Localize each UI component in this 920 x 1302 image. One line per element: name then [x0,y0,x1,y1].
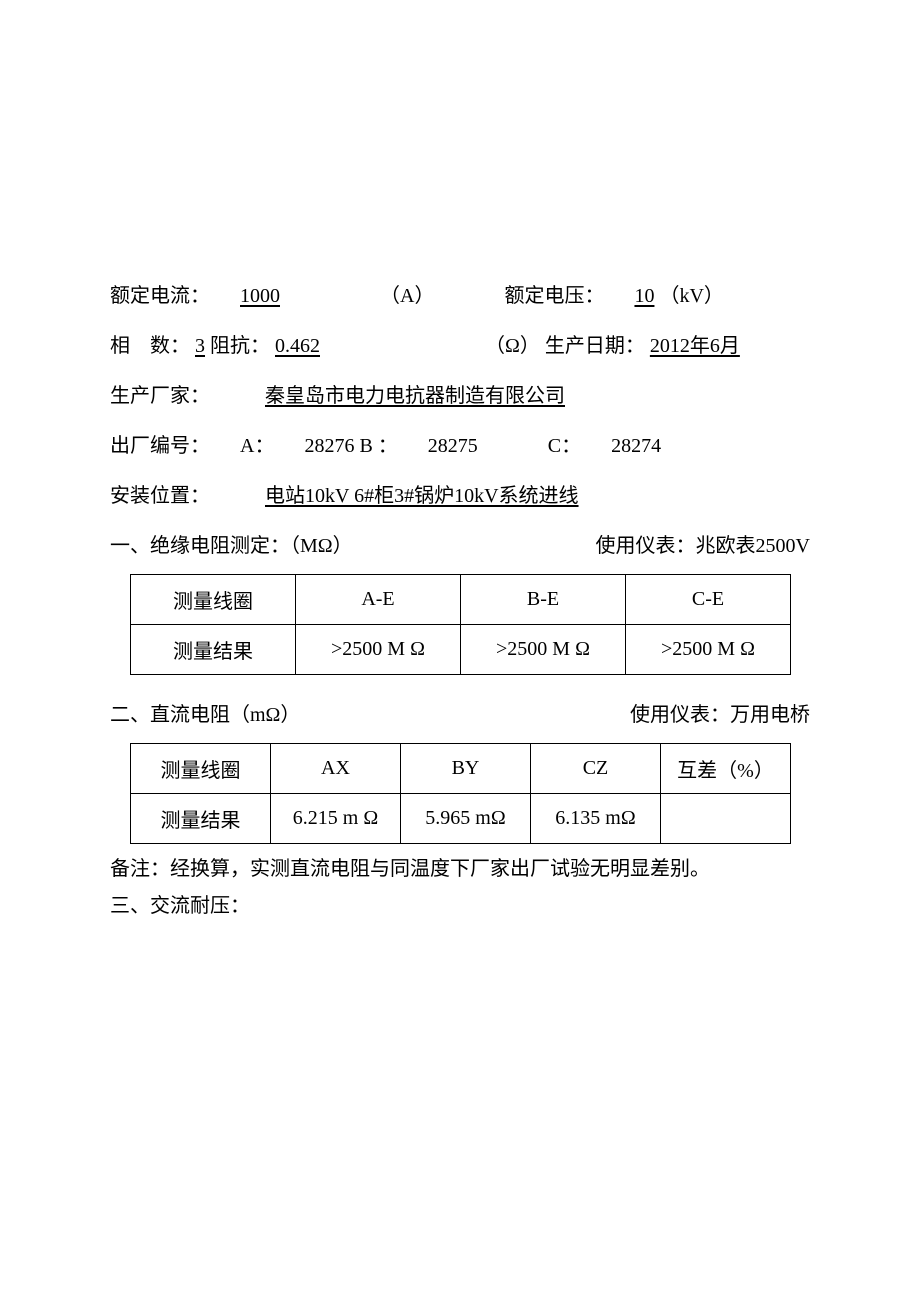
table-cell: 6.135 mΩ [531,794,661,844]
serial-line: 出厂编号： A： 28276 B ： 28275 C： 28274 [110,430,810,462]
section1-header: 一、绝缘电阻测定：（MΩ） 使用仪表：兆欧表2500V [110,530,810,562]
production-date-value: 2012年6月 [650,335,740,357]
serial-a-label: A： [240,435,274,457]
table-cell: >2500 M Ω [296,625,461,675]
table-header: A-E [296,575,461,625]
table-header: BY [401,744,531,794]
rated-current-value: 1000 [240,285,280,307]
manufacturer-line: 生产厂家： 秦皇岛市电力电抗器制造有限公司 [110,380,810,412]
rated-current-label: 额定电流： [110,285,210,307]
table-header: CZ [531,744,661,794]
table-row: 测量线圈 A-E B-E C-E [131,575,791,625]
table-cell: 测量结果 [131,794,271,844]
manufacturer-value: 秦皇岛市电力电抗器制造有限公司 [265,385,565,407]
serial-b-value: 28275 [428,435,478,457]
manufacturer-label: 生产厂家： [110,385,210,407]
phase-impedance-line: 相 数： 3 阻抗： 0.462 （Ω） 生产日期： 2012年6月 [110,330,810,362]
section2-instrument: 使用仪表：万用电桥 [630,699,810,731]
table-row: 测量结果 6.215 m Ω 5.965 mΩ 6.135 mΩ [131,794,791,844]
rated-voltage-label: 额定电压： [504,285,604,307]
install-line: 安装位置： 电站10kV 6#柜3#锅炉10kV系统进线 [110,480,810,512]
table-header: C-E [626,575,791,625]
section3-title: 三、交流耐压： [110,890,810,922]
section1-instrument: 使用仪表：兆欧表2500V [596,530,810,562]
serial-c-label: C： [548,435,581,457]
section1-title: 一、绝缘电阻测定：（MΩ） [110,530,353,562]
install-value: 电站10kV 6#柜3#锅炉10kV系统进线 [265,485,579,507]
rated-voltage-unit: （kV） [659,285,723,307]
table-cell: 6.215 m Ω [271,794,401,844]
serial-a-value: 28276 [304,435,354,457]
install-label: 安装位置： [110,485,210,507]
table-cell: 测量结果 [131,625,296,675]
section2-header: 二、直流电阻（mΩ） 使用仪表：万用电桥 [110,699,810,731]
section2-title: 二、直流电阻（mΩ） [110,699,300,731]
table-row: 测量结果 >2500 M Ω >2500 M Ω >2500 M Ω [131,625,791,675]
table-row: 测量线圈 AX BY CZ 互差（%） [131,744,791,794]
rated-current-voltage-line: 额定电流： 1000 （A） 额定电压： 10 （kV） [110,280,810,312]
impedance-label: 阻抗： [210,335,270,357]
phase-value: 3 [195,335,205,357]
dc-resistance-table: 测量线圈 AX BY CZ 互差（%） 测量结果 6.215 m Ω 5.965… [130,743,791,844]
table-header: 互差（%） [661,744,791,794]
impedance-value: 0.462 [275,335,320,357]
table-header: AX [271,744,401,794]
table-header: B-E [461,575,626,625]
impedance-unit: （Ω） [485,335,540,357]
table-cell: >2500 M Ω [626,625,791,675]
table-cell: >2500 M Ω [461,625,626,675]
serial-c-value: 28274 [611,435,661,457]
table-cell [661,794,791,844]
table-header: 测量线圈 [131,575,296,625]
section2-note: 备注：经换算，实测直流电阻与同温度下厂家出厂试验无明显差别。 [110,854,810,884]
production-date-label: 生产日期： [545,335,645,357]
serial-label: 出厂编号： [110,435,210,457]
phase-label: 相 数： [110,335,190,357]
insulation-resistance-table: 测量线圈 A-E B-E C-E 测量结果 >2500 M Ω >2500 M … [130,574,791,675]
table-cell: 5.965 mΩ [401,794,531,844]
rated-current-unit: （A） [380,285,434,307]
rated-voltage-value: 10 [634,285,654,307]
table-header: 测量线圈 [131,744,271,794]
serial-b-label: B ： [359,435,397,457]
